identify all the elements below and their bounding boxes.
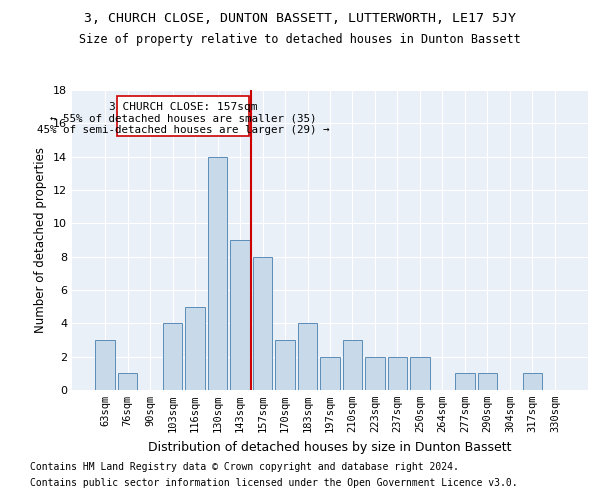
- Bar: [95, 340, 115, 390]
- Bar: [343, 340, 362, 390]
- Bar: [365, 356, 385, 390]
- Bar: [320, 356, 340, 390]
- FancyBboxPatch shape: [117, 96, 250, 136]
- Bar: [275, 340, 295, 390]
- Bar: [410, 356, 430, 390]
- Text: 3, CHURCH CLOSE, DUNTON BASSETT, LUTTERWORTH, LE17 5JY: 3, CHURCH CLOSE, DUNTON BASSETT, LUTTERW…: [84, 12, 516, 26]
- Text: ← 55% of detached houses are smaller (35): ← 55% of detached houses are smaller (35…: [50, 114, 316, 124]
- Text: 3 CHURCH CLOSE: 157sqm: 3 CHURCH CLOSE: 157sqm: [109, 102, 257, 112]
- Bar: [388, 356, 407, 390]
- Text: Contains HM Land Registry data © Crown copyright and database right 2024.: Contains HM Land Registry data © Crown c…: [30, 462, 459, 472]
- Bar: [185, 306, 205, 390]
- Bar: [523, 374, 542, 390]
- Bar: [163, 324, 182, 390]
- Text: 45% of semi-detached houses are larger (29) →: 45% of semi-detached houses are larger (…: [37, 125, 329, 135]
- Bar: [208, 156, 227, 390]
- Bar: [253, 256, 272, 390]
- Bar: [230, 240, 250, 390]
- Bar: [478, 374, 497, 390]
- Bar: [455, 374, 475, 390]
- Bar: [118, 374, 137, 390]
- Text: Contains public sector information licensed under the Open Government Licence v3: Contains public sector information licen…: [30, 478, 518, 488]
- X-axis label: Distribution of detached houses by size in Dunton Bassett: Distribution of detached houses by size …: [148, 440, 512, 454]
- Bar: [298, 324, 317, 390]
- Y-axis label: Number of detached properties: Number of detached properties: [34, 147, 47, 333]
- Text: Size of property relative to detached houses in Dunton Bassett: Size of property relative to detached ho…: [79, 32, 521, 46]
